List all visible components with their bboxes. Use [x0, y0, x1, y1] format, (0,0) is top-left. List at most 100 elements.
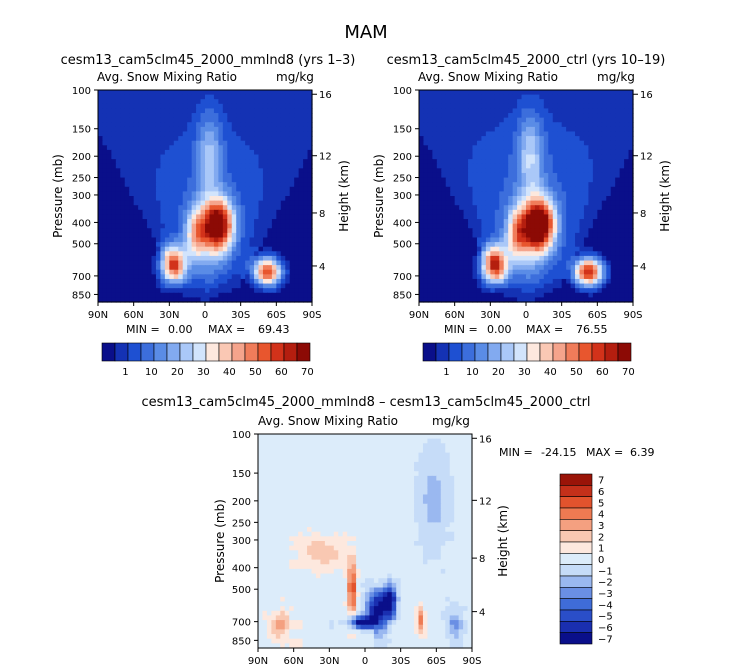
- heatmap-cell: [557, 108, 563, 114]
- heatmap-cell: [187, 186, 193, 192]
- heatmap-cell: [111, 140, 117, 146]
- heatmap-cell: [436, 117, 442, 123]
- heatmap-cell: [494, 113, 500, 119]
- heatmap-cell: [445, 154, 451, 160]
- heatmap-cell: [588, 269, 594, 275]
- heatmap-cell: [476, 237, 483, 243]
- heatmap-cell: [258, 209, 264, 216]
- heatmap-cell: [490, 191, 496, 197]
- heatmap-cell: [222, 292, 228, 298]
- heatmap-cell: [597, 131, 603, 137]
- heatmap-cell: [236, 219, 242, 225]
- heatmap-cell: [454, 457, 460, 463]
- heatmap-cell: [521, 283, 527, 289]
- heatmap-cell: [517, 159, 523, 165]
- heatmap-cell: [178, 269, 184, 275]
- heatmap-cell: [606, 145, 612, 151]
- heatmap-cell: [98, 182, 104, 188]
- heatmap-cell: [147, 172, 153, 179]
- heatmap-cell: [583, 126, 590, 133]
- heatmap-cell: [267, 177, 273, 183]
- heatmap-cell: [445, 297, 451, 303]
- heatmap-cell: [205, 237, 211, 243]
- heatmap-cell: [557, 191, 563, 197]
- heatmap-cell: [120, 228, 126, 234]
- heatmap-cell: [517, 163, 523, 169]
- heatmap-cell: [138, 251, 144, 257]
- heatmap-cell: [508, 297, 514, 303]
- heatmap-cell: [485, 99, 491, 105]
- heatmap-cell: [419, 269, 425, 275]
- heatmap-cell: [191, 113, 197, 119]
- heatmap-cell: [303, 117, 309, 123]
- heatmap-cell: [227, 251, 233, 257]
- heatmap-cell: [422, 457, 429, 463]
- heatmap-cell: [588, 140, 594, 146]
- heatmap-cell: [187, 103, 193, 110]
- heatmap-cell: [441, 126, 447, 133]
- heatmap-cell: [245, 196, 251, 202]
- heatmap-cell: [262, 265, 269, 271]
- heatmap-cell: [606, 219, 612, 225]
- heatmap-cell: [628, 237, 634, 243]
- heatmap-cell: [338, 457, 344, 463]
- heatmap-cell: [530, 172, 536, 179]
- heatmap-cell: [155, 292, 162, 298]
- heatmap-cell: [418, 466, 424, 472]
- heatmap-cell: [508, 265, 514, 271]
- heatmap-cell: [592, 265, 598, 271]
- heatmap-cell: [120, 274, 126, 280]
- heatmap-cell: [512, 191, 518, 197]
- heatmap-cell: [476, 269, 483, 275]
- heatmap-cell: [303, 269, 309, 275]
- heatmap-cell: [432, 177, 438, 183]
- heatmap-cell: [468, 136, 474, 142]
- heatmap-cell: [258, 103, 264, 110]
- heatmap-cell: [285, 136, 291, 142]
- heatmap-cell: [98, 251, 104, 257]
- heatmap-cell: [490, 269, 496, 275]
- heatmap-cell: [280, 443, 286, 449]
- heatmap-cell: [191, 117, 197, 123]
- heatmap-cell: [436, 196, 442, 202]
- heatmap-cell: [476, 126, 483, 133]
- heatmap-cell: [441, 159, 447, 165]
- heatmap-cell: [275, 438, 281, 444]
- heatmap-cell: [329, 461, 335, 468]
- heatmap-cell: [499, 113, 505, 119]
- heatmap-cell: [583, 223, 590, 229]
- heatmap-cell: [601, 103, 607, 110]
- heatmap-cell: [423, 223, 429, 229]
- heatmap-cell: [213, 228, 219, 234]
- heatmap-cell: [606, 265, 612, 271]
- heatmap-cell: [151, 209, 157, 216]
- heatmap-cell: [539, 269, 545, 275]
- heatmap-cell: [485, 292, 491, 298]
- heatmap-cell: [575, 251, 581, 257]
- heatmap-cell: [409, 447, 415, 454]
- heatmap-cell: [517, 269, 523, 275]
- heatmap-cell: [120, 200, 126, 206]
- heatmap-cell: [293, 447, 299, 454]
- heatmap-cell: [254, 255, 260, 262]
- heatmap-cell: [619, 214, 625, 220]
- heatmap-cell: [481, 159, 487, 165]
- heatmap-cell: [205, 251, 211, 257]
- heatmap-cell: [503, 246, 509, 252]
- heatmap-cell: [267, 237, 273, 243]
- heatmap-cell: [579, 168, 585, 174]
- heatmap-cell: [347, 461, 353, 468]
- heatmap-cell: [271, 126, 277, 133]
- y-tick-label: 200: [72, 152, 91, 163]
- heatmap-cell: [467, 443, 473, 449]
- heatmap-cell: [552, 113, 558, 119]
- heatmap-cell: [160, 255, 166, 262]
- heatmap-cell: [191, 292, 197, 298]
- heatmap-cell: [606, 200, 612, 206]
- heatmap-cell: [182, 154, 188, 160]
- heatmap-cell: [575, 122, 581, 128]
- x-tick-label: 30N: [480, 310, 500, 321]
- heatmap-cell: [205, 191, 211, 197]
- heatmap-cell: [521, 219, 527, 225]
- heatmap-cell: [218, 99, 224, 105]
